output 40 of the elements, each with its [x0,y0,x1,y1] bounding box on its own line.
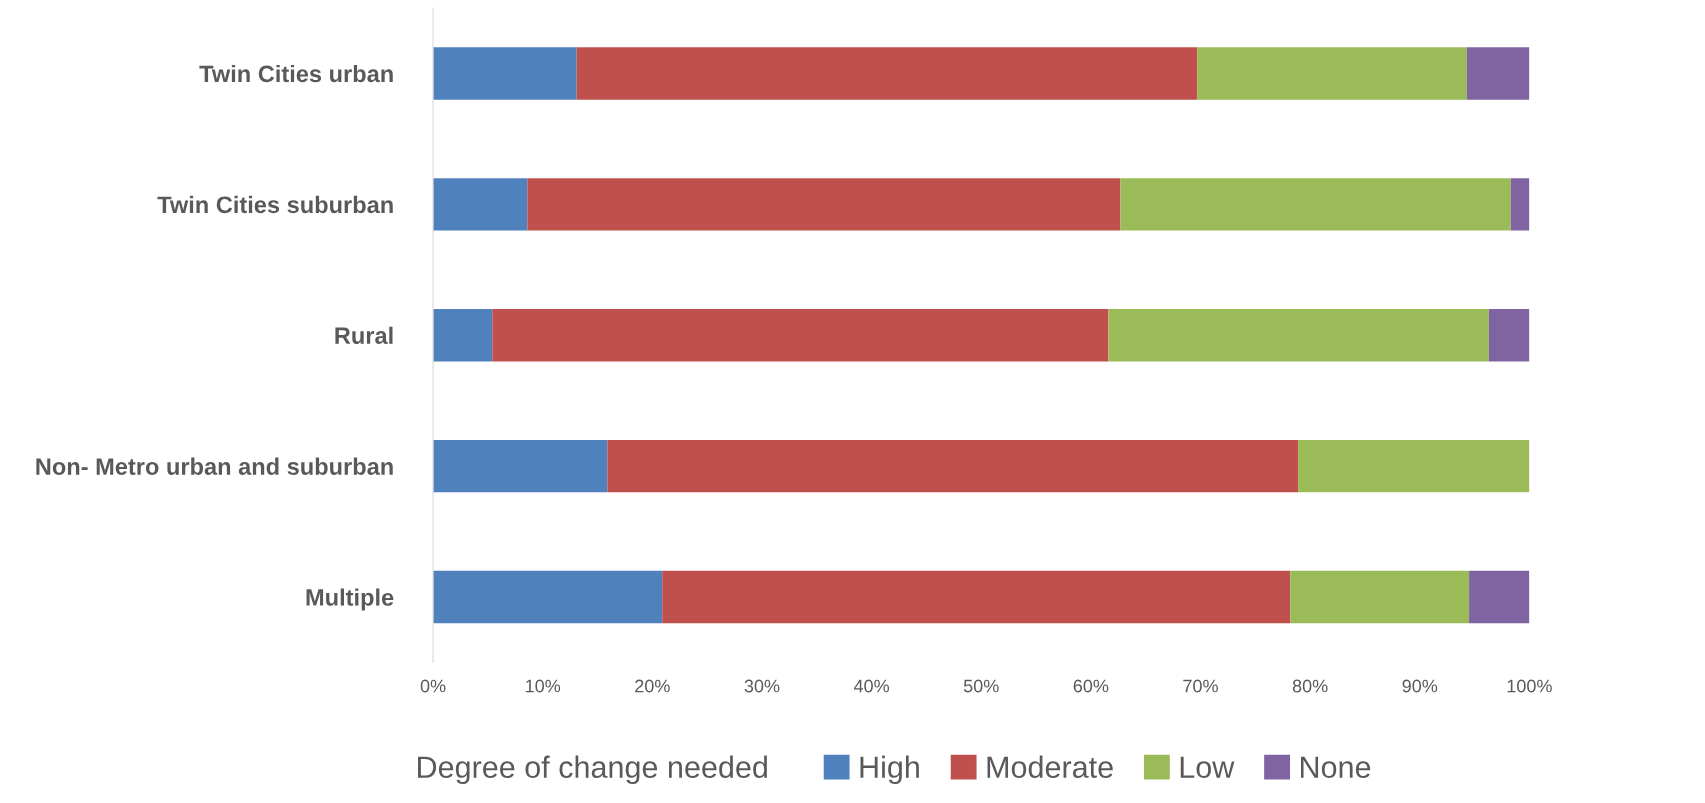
bar [1466,47,1530,100]
legend-title: Degree of change needed [418,755,767,785]
bar [1108,309,1489,362]
bar [1510,178,1530,231]
legend-label: None [1300,756,1371,779]
x-tick-label: 90% [1402,679,1438,693]
legend-label: Moderate [987,755,1113,779]
y-tick-label: Non- Metro urban and suburban [36,457,393,475]
bar [433,309,493,362]
bar [527,178,1121,231]
bar [607,439,1299,493]
x-tick-label: 0% [420,679,446,693]
bar [1298,439,1530,493]
x-tick-label: 60% [1073,679,1109,693]
y-tick-label: Twin Cities urban [199,64,393,83]
bar [433,178,528,231]
y-tick-label: Multiple [306,588,394,611]
x-tick-label: 30% [744,679,780,693]
x-tick-label: 40% [853,679,890,693]
bar [1469,570,1530,624]
legend-label: High [860,755,919,785]
y-tick-label: Rural [335,326,393,345]
x-tick-label: 70% [1183,679,1218,693]
x-tick-label: 10% [526,679,561,693]
x-tick-label: 50% [963,679,999,693]
bar [1488,309,1530,362]
legend-label: Low [1180,756,1235,779]
x-tick-label: 100% [1507,679,1552,693]
x-tick-label: 80% [1292,679,1328,693]
bar [1197,47,1467,100]
bar [576,47,1198,100]
bar [433,570,663,624]
bar [662,570,1291,624]
bar [1290,570,1470,624]
y-tick-label: Twin Cities suburban [157,195,393,214]
bar [1120,178,1511,231]
bar [433,47,577,100]
bar [433,439,608,493]
x-tick-label: 20% [635,679,670,693]
bar [492,309,1109,362]
